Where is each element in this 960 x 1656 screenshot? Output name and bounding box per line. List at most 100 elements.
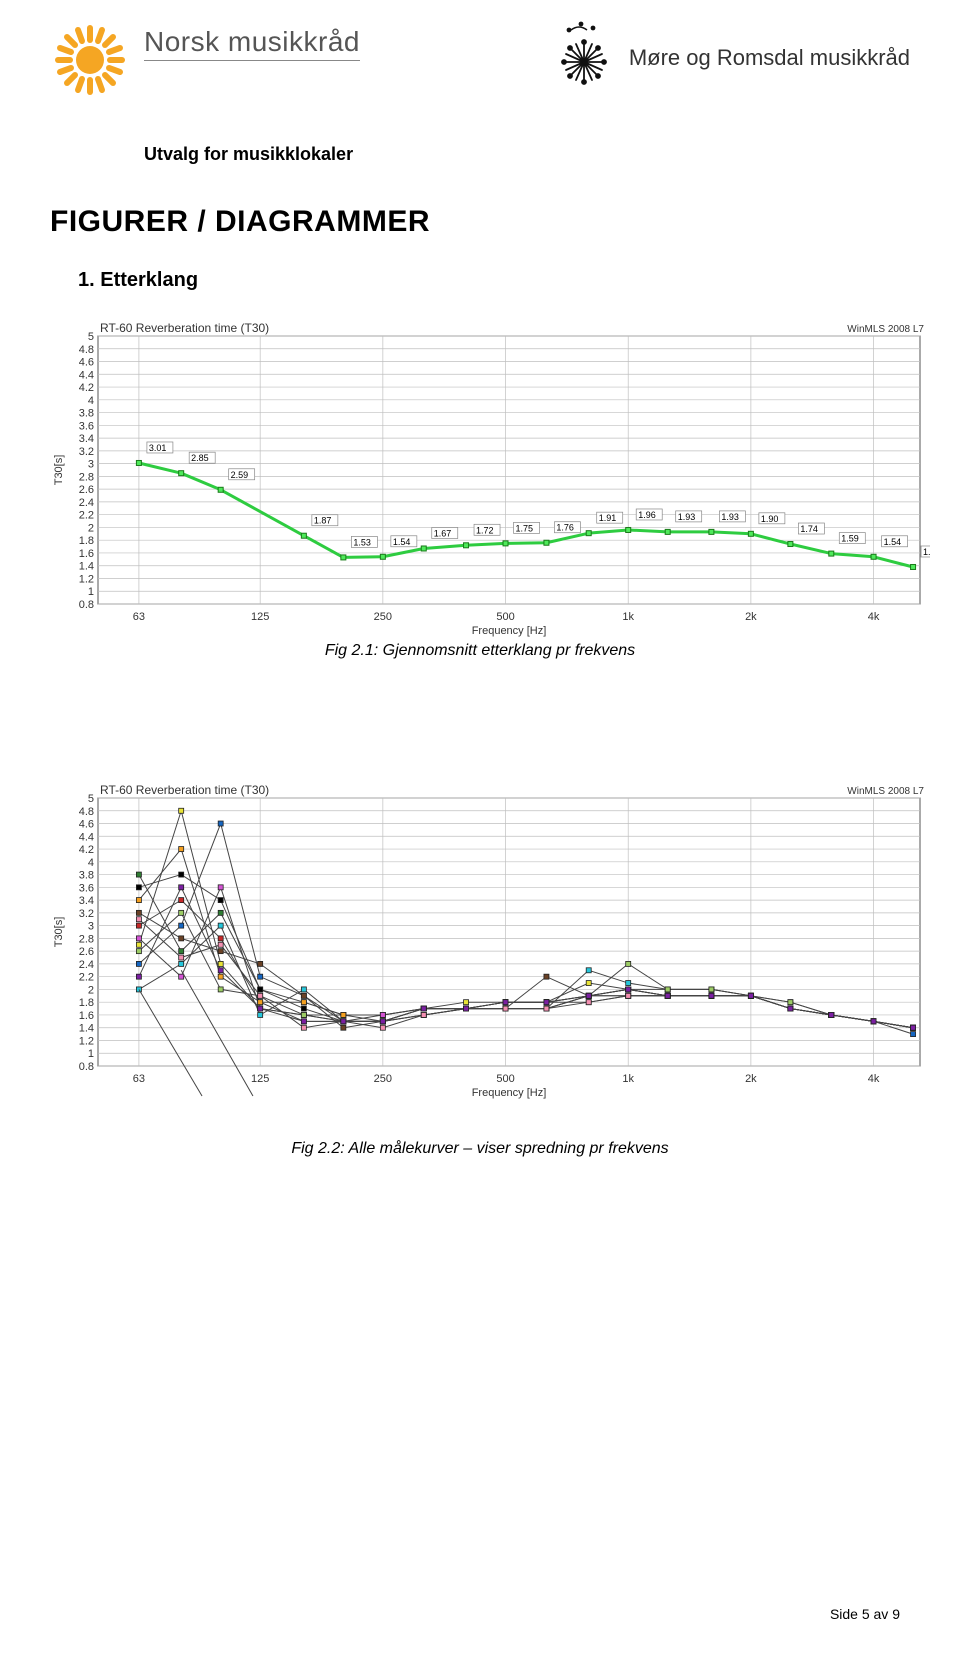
- svg-text:2: 2: [88, 984, 94, 996]
- brand-right-title: Møre og Romsdal musikkråd: [629, 45, 910, 71]
- section-title: FIGURER / DIAGRAMMER: [50, 205, 910, 239]
- svg-text:63: 63: [133, 1073, 145, 1085]
- brand-left-block: Norsk musikkråd: [50, 20, 360, 105]
- svg-text:1: 1: [88, 1048, 94, 1060]
- svg-text:4: 4: [88, 395, 94, 407]
- svg-text:2.2: 2.2: [79, 972, 94, 984]
- subsection-title: 1. Etterklang: [78, 269, 910, 292]
- svg-text:2.85: 2.85: [191, 453, 209, 463]
- chart-rt60-mean: 0.811.21.41.61.822.22.42.62.833.23.43.63…: [50, 318, 930, 638]
- svg-text:4k: 4k: [868, 1073, 880, 1085]
- svg-text:1.67: 1.67: [434, 528, 452, 538]
- svg-text:2k: 2k: [745, 1073, 757, 1085]
- svg-text:2.4: 2.4: [79, 959, 94, 971]
- brand-left-title: Norsk musikkråd: [144, 26, 360, 61]
- svg-text:250: 250: [374, 1073, 392, 1085]
- svg-text:WinMLS 2008 L7: WinMLS 2008 L7: [847, 324, 924, 335]
- caption-fig-2-1: Fig 2.1: Gjennomsnitt etterklang pr frek…: [50, 642, 910, 660]
- svg-text:1k: 1k: [622, 1073, 634, 1085]
- svg-text:2.2: 2.2: [79, 510, 94, 522]
- svg-text:1.4: 1.4: [79, 561, 94, 573]
- svg-text:2k: 2k: [745, 611, 757, 623]
- brand-right-block: Møre og Romsdal musikkråd: [549, 20, 910, 95]
- svg-text:5: 5: [88, 331, 94, 343]
- svg-text:4.6: 4.6: [79, 819, 94, 831]
- svg-text:1.54: 1.54: [884, 537, 902, 547]
- svg-text:T30[s]: T30[s]: [53, 455, 65, 486]
- svg-text:1.96: 1.96: [638, 510, 656, 520]
- svg-text:4.4: 4.4: [79, 369, 94, 381]
- svg-text:1.93: 1.93: [678, 512, 696, 522]
- svg-text:4.2: 4.2: [79, 844, 94, 856]
- svg-text:RT-60 Reverberation time (T30): RT-60 Reverberation time (T30): [100, 783, 269, 797]
- svg-text:2.59: 2.59: [231, 470, 249, 480]
- svg-text:3.4: 3.4: [79, 895, 94, 907]
- chart-rt60-all: 0.811.21.41.61.822.22.42.62.833.23.43.63…: [50, 780, 930, 1100]
- burst-logo-icon: [549, 20, 619, 95]
- svg-text:3.8: 3.8: [79, 870, 94, 882]
- svg-text:4.4: 4.4: [79, 831, 94, 843]
- svg-text:125: 125: [251, 611, 269, 623]
- svg-text:1.38: 1.38: [923, 547, 930, 557]
- svg-text:3.01: 3.01: [149, 443, 167, 453]
- svg-text:1.75: 1.75: [516, 523, 534, 533]
- page-header: Norsk musikkråd: [50, 20, 910, 130]
- page-footer: Side 5 av 9: [830, 1606, 900, 1622]
- svg-text:3.4: 3.4: [79, 433, 94, 445]
- svg-text:4: 4: [88, 857, 94, 869]
- svg-text:125: 125: [251, 1073, 269, 1085]
- svg-text:4.8: 4.8: [79, 806, 94, 818]
- svg-text:RT-60 Reverberation time (T30): RT-60 Reverberation time (T30): [100, 321, 269, 335]
- svg-text:0.8: 0.8: [79, 1061, 94, 1073]
- svg-text:1.74: 1.74: [800, 524, 818, 534]
- svg-text:3.6: 3.6: [79, 882, 94, 894]
- svg-text:1.53: 1.53: [353, 537, 371, 547]
- svg-text:2.6: 2.6: [79, 484, 94, 496]
- svg-text:1: 1: [88, 586, 94, 598]
- svg-text:1.91: 1.91: [599, 513, 617, 523]
- svg-text:63: 63: [133, 611, 145, 623]
- svg-text:4k: 4k: [868, 611, 880, 623]
- svg-text:250: 250: [374, 611, 392, 623]
- svg-text:0.8: 0.8: [79, 599, 94, 611]
- svg-text:Frequency [Hz]: Frequency [Hz]: [472, 1087, 547, 1099]
- svg-text:4.8: 4.8: [79, 344, 94, 356]
- svg-text:Frequency [Hz]: Frequency [Hz]: [472, 625, 547, 637]
- svg-text:3.8: 3.8: [79, 408, 94, 420]
- svg-text:1.76: 1.76: [556, 523, 574, 533]
- svg-text:3.2: 3.2: [79, 908, 94, 920]
- svg-text:5: 5: [88, 793, 94, 805]
- svg-text:500: 500: [496, 1073, 514, 1085]
- svg-text:3.2: 3.2: [79, 446, 94, 458]
- svg-text:WinMLS 2008 L7: WinMLS 2008 L7: [847, 786, 924, 797]
- svg-text:4.2: 4.2: [79, 382, 94, 394]
- svg-text:1.4: 1.4: [79, 1023, 94, 1035]
- svg-text:3: 3: [88, 459, 94, 471]
- svg-text:T30[s]: T30[s]: [53, 917, 65, 948]
- svg-text:2: 2: [88, 522, 94, 534]
- svg-text:1.87: 1.87: [314, 516, 332, 526]
- svg-text:2.4: 2.4: [79, 497, 94, 509]
- svg-text:1.2: 1.2: [79, 1035, 94, 1047]
- svg-text:1.8: 1.8: [79, 535, 94, 547]
- sun-logo-icon: [50, 20, 130, 105]
- svg-text:2.8: 2.8: [79, 471, 94, 483]
- svg-text:1.54: 1.54: [393, 537, 411, 547]
- svg-text:4.6: 4.6: [79, 357, 94, 369]
- svg-text:1.8: 1.8: [79, 997, 94, 1009]
- svg-text:1.93: 1.93: [721, 512, 739, 522]
- svg-text:1.2: 1.2: [79, 573, 94, 585]
- svg-text:2.8: 2.8: [79, 933, 94, 945]
- svg-text:3: 3: [88, 921, 94, 933]
- svg-text:500: 500: [496, 611, 514, 623]
- svg-text:3.6: 3.6: [79, 420, 94, 432]
- svg-text:1.6: 1.6: [79, 1010, 94, 1022]
- caption-fig-2-2: Fig 2.2: Alle målekurver – viser spredni…: [50, 1140, 910, 1158]
- svg-text:2.6: 2.6: [79, 946, 94, 958]
- svg-text:1k: 1k: [622, 611, 634, 623]
- header-subtitle: Utvalg for musikklokaler: [144, 144, 910, 165]
- svg-text:1.90: 1.90: [761, 514, 779, 524]
- svg-text:1.59: 1.59: [841, 534, 859, 544]
- svg-text:1.6: 1.6: [79, 548, 94, 560]
- svg-text:1.72: 1.72: [476, 525, 494, 535]
